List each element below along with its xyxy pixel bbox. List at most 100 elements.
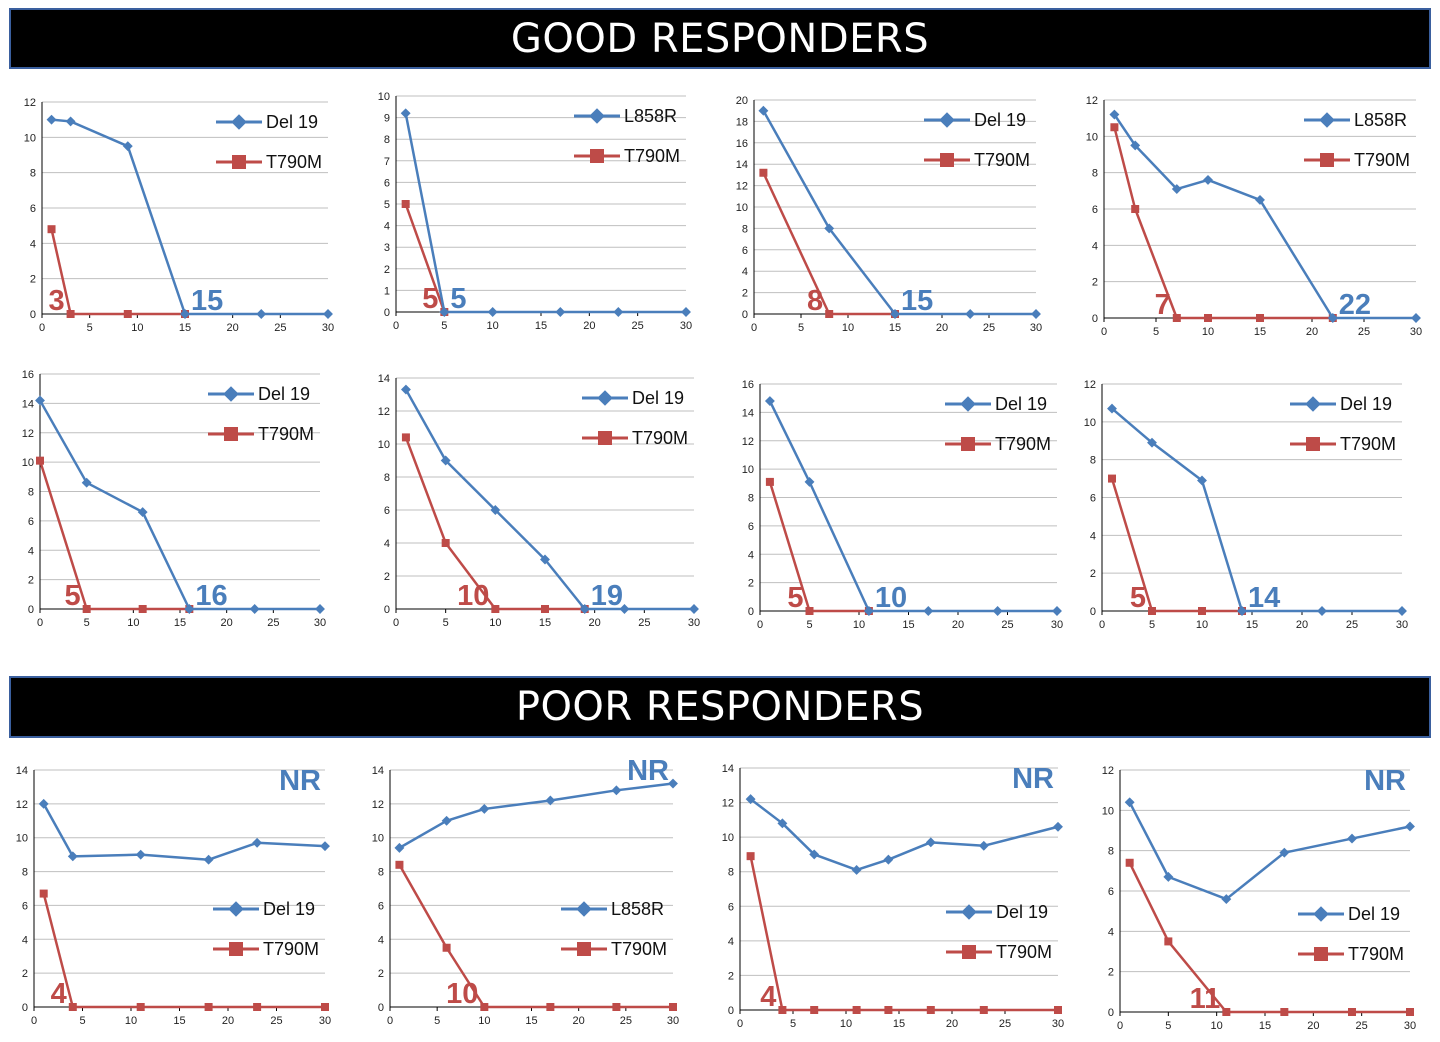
y-tick-label: 7	[384, 156, 390, 168]
y-tick-label: 2	[22, 968, 28, 980]
x-tick-label: 5	[443, 617, 449, 629]
y-tick-label: 4	[742, 266, 748, 278]
x-tick-label: 15	[173, 1015, 185, 1027]
series-primary	[46, 114, 333, 319]
data-point	[1256, 314, 1264, 322]
x-tick-label: 30	[314, 617, 326, 629]
y-tick-label: 10	[722, 832, 734, 844]
data-point	[123, 310, 132, 318]
y-tick-label: 8	[28, 487, 34, 499]
x-tick-label: 10	[853, 619, 865, 631]
legend-label: T790M	[996, 942, 1052, 962]
legend-label: L858R	[624, 106, 677, 126]
x-tick-label: 10	[131, 322, 143, 334]
annotation-label: 5	[787, 582, 803, 614]
x-tick-label: 20	[946, 1018, 958, 1030]
annotations: 4 NR	[51, 765, 321, 1010]
annotation-label: 14	[1248, 582, 1280, 614]
annotation-label: 19	[591, 580, 623, 612]
legend-item: Del 19	[945, 394, 1047, 414]
x-tick-label: 20	[573, 1015, 585, 1027]
legend-item: L858R	[561, 899, 664, 919]
data-point	[746, 852, 755, 861]
legend-item: Del 19	[216, 112, 318, 132]
legend-marker	[1319, 112, 1335, 128]
y-tick-label: 2	[384, 264, 390, 276]
legend-label: T790M	[624, 146, 680, 166]
x-tick-label: 0	[737, 1018, 743, 1030]
x-tick-label: 25	[632, 320, 644, 332]
series-line	[749, 855, 1058, 1012]
chart-panel-4: 0 2 4 6 8 10 12 0 5 10 15 20 25 30 L858R T790M 7 22	[1086, 88, 1440, 338]
y-tick-label: 0	[1108, 1007, 1114, 1019]
annotation-label: 8	[807, 285, 823, 317]
data-point	[759, 168, 768, 177]
y-tick-label: 10	[24, 132, 36, 144]
data-point	[394, 842, 405, 853]
x-tick-label: 15	[174, 617, 186, 629]
series-primary	[400, 384, 699, 614]
legend-label: T790M	[974, 150, 1030, 170]
y-tick-label: 6	[30, 203, 36, 215]
data-point	[253, 1003, 262, 1011]
x-tick-label: 30	[680, 320, 692, 332]
data-point	[810, 1006, 819, 1014]
y-tick-label: 6	[378, 900, 384, 912]
y-tick-label: 0	[1090, 606, 1096, 618]
y-tick-label: 6	[742, 245, 748, 257]
legend: Del 19 T790M	[946, 902, 1052, 962]
legend-item: Del 19	[946, 902, 1048, 922]
x-tick-label: 15	[525, 1015, 537, 1027]
data-point	[979, 1006, 988, 1014]
x-tick-label: 15	[889, 322, 901, 334]
y-tick-label: 6	[384, 505, 390, 517]
data-point	[256, 309, 267, 319]
x-axis: 0 5 10 15 20 25 30	[37, 609, 326, 629]
y-tick-label: 0	[378, 1002, 384, 1014]
y-tick-label: 4	[748, 549, 754, 561]
series-primary	[764, 396, 1062, 616]
x-tick-label: 5	[441, 320, 447, 332]
legend-marker	[228, 901, 244, 917]
chart-panel-7: 0 2 4 6 8 10 12 14 16 0 5 10 15 20 25 30 Del 19 T790M 5 10	[728, 366, 1088, 634]
series-line	[762, 110, 1036, 316]
y-axis: 0 2 4 6 8 10 12 14	[372, 765, 673, 1014]
y-axis: 0 2 4 6 8 10 12 14 16	[742, 379, 1057, 618]
series-line	[38, 460, 190, 611]
legend-item: T790M	[582, 428, 688, 448]
legend-marker	[223, 386, 239, 402]
x-tick-label: 0	[1117, 1020, 1123, 1032]
annotation-label: 5	[450, 283, 466, 315]
legend: Del 19 T790M	[216, 112, 322, 172]
x-axis: 0 5 10 15 20 25 30	[751, 314, 1042, 334]
y-tick-label: 0	[30, 309, 36, 321]
y-tick-label: 4	[30, 238, 36, 250]
data-point	[180, 309, 190, 319]
series-line	[1110, 478, 1242, 613]
series-line	[398, 864, 673, 1009]
y-tick-label: 10	[378, 91, 390, 103]
x-tick-label: 15	[179, 322, 191, 334]
y-tick-label: 12	[378, 406, 390, 418]
data-point	[545, 795, 556, 806]
data-point	[669, 1003, 677, 1011]
y-tick-label: 10	[372, 833, 384, 845]
legend-item: Del 19	[1290, 394, 1392, 414]
y-tick-label: 8	[384, 134, 390, 146]
x-axis: 0 5 10 15 20 25 30	[393, 609, 700, 629]
legend-marker	[939, 112, 955, 128]
y-tick-label: 12	[1086, 95, 1098, 107]
annotations: 8 15	[807, 285, 933, 317]
line-chart: 0 2 4 6 8 10 12 14 16 0 5 10 15 20 25 30 Del 19 T790M 5 16	[22, 369, 326, 629]
x-tick-label: 10	[127, 617, 139, 629]
x-tick-label: 10	[1196, 619, 1208, 631]
y-tick-label: 4	[1092, 240, 1098, 252]
y-tick-label: 2	[1090, 568, 1096, 580]
y-axis: 0 2 4 6 8 10 12	[1086, 95, 1416, 325]
legend-item: Del 19	[208, 384, 310, 404]
legend-marker	[597, 390, 613, 406]
data-point	[66, 310, 75, 318]
legend-marker	[1306, 437, 1320, 451]
series-line	[42, 893, 325, 1009]
x-tick-label: 10	[478, 1015, 490, 1027]
